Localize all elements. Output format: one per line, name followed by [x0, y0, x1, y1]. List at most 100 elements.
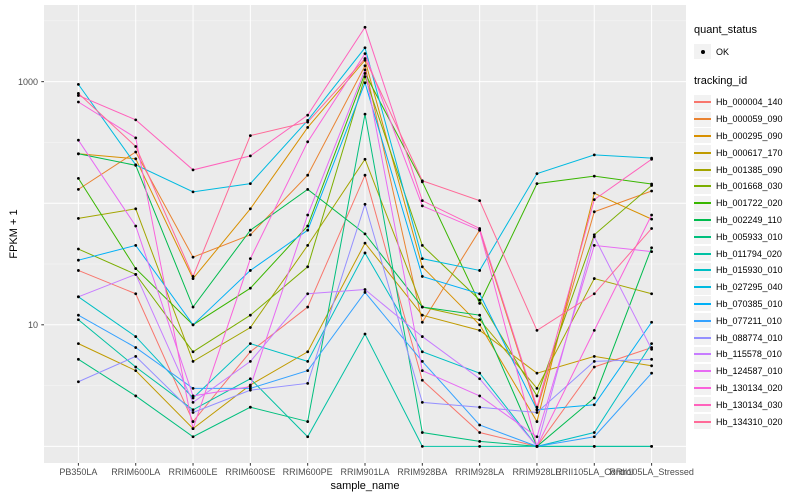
data-point — [306, 173, 310, 177]
legend-item-label: Hb_027295_040 — [716, 282, 783, 293]
legend-tracking-id-items: Hb_000004_140 Hb_000059_090 Hb_000295_090 H… — [694, 94, 798, 430]
x-tick-label: RRIM928LE — [512, 467, 562, 477]
data-point — [191, 411, 195, 414]
legend-item-Hb_011794_020: Hb_011794_020 — [694, 245, 798, 262]
y-axis-title: FPKM + 1 — [8, 209, 20, 259]
data-point — [306, 126, 310, 129]
data-point — [248, 207, 252, 211]
data-point — [363, 332, 367, 336]
data-point — [478, 431, 482, 434]
data-point — [191, 408, 195, 412]
legend-item-Hb_027295_040: Hb_027295_040 — [694, 279, 798, 296]
data-point — [363, 57, 367, 60]
data-point — [650, 246, 654, 250]
data-point — [650, 189, 654, 193]
data-point — [248, 257, 252, 261]
data-point — [248, 326, 252, 329]
data-point — [134, 369, 138, 373]
point-marker-icon — [694, 44, 711, 59]
data-point — [76, 138, 80, 142]
legend-item-label: Hb_130134_030 — [716, 399, 783, 410]
legend-item-Hb_070385_010: Hb_070385_010 — [694, 296, 798, 313]
data-point — [535, 172, 539, 176]
legend-item-Hb_124587_010: Hb_124587_010 — [694, 363, 798, 380]
data-point — [134, 354, 138, 358]
data-point — [306, 305, 310, 309]
data-point — [535, 394, 539, 398]
data-point — [592, 403, 596, 407]
data-point — [306, 420, 310, 423]
y-tick-label: 10 — [27, 319, 38, 330]
data-point — [478, 269, 482, 272]
x-tick-label: RRIM928LA — [455, 467, 505, 477]
legend-item-Hb_130134_020: Hb_130134_020 — [694, 380, 798, 397]
legend-item-label: Hb_005933_010 — [716, 231, 783, 242]
legend-quant-status-title: quant_status — [694, 24, 757, 36]
legend-item-Hb_000617_170: Hb_000617_170 — [694, 144, 798, 161]
data-point — [306, 435, 310, 439]
legend-item-label: Hb_124587_010 — [716, 366, 783, 377]
data-point — [535, 420, 539, 423]
legend-item-label: Hb_115578_010 — [716, 349, 782, 360]
line-swatch-icon — [694, 229, 711, 245]
legend-item-ok: OK — [694, 43, 798, 60]
data-point — [363, 112, 367, 116]
data-point — [420, 350, 424, 354]
data-point — [306, 265, 310, 269]
legend-item-Hb_001722_020: Hb_001722_020 — [694, 195, 798, 212]
data-point — [306, 360, 310, 363]
line-swatch-icon — [694, 128, 711, 144]
data-point — [191, 277, 195, 280]
data-point — [363, 202, 367, 206]
data-point — [363, 173, 367, 177]
data-point — [306, 224, 310, 228]
data-point — [478, 377, 482, 381]
data-point — [191, 190, 195, 194]
data-point — [650, 250, 654, 254]
data-point — [592, 153, 596, 157]
data-point — [191, 401, 195, 404]
data-point — [248, 385, 252, 389]
data-point — [134, 346, 138, 349]
data-point — [76, 94, 80, 97]
data-point — [478, 371, 482, 375]
legend: quant_status OK tracking_id Hb_000004_14… — [694, 24, 798, 430]
legend-item-label: Hb_000004_140 — [716, 97, 783, 108]
line-swatch-icon — [694, 279, 711, 295]
data-point — [478, 423, 482, 427]
data-point — [650, 364, 654, 368]
x-tick-label: PB350LA — [59, 467, 98, 477]
data-point — [76, 318, 80, 322]
data-point — [306, 381, 310, 385]
data-point — [76, 217, 80, 220]
data-point — [248, 182, 252, 186]
legend-item-label: Hb_130134_020 — [716, 382, 783, 393]
data-point — [248, 388, 252, 392]
x-tick-label: RRIM600LA — [111, 467, 161, 477]
data-point — [420, 401, 424, 404]
data-point — [478, 292, 482, 296]
line-swatch-icon — [694, 145, 711, 161]
data-point — [191, 396, 195, 400]
data-point — [76, 380, 80, 384]
data-point — [535, 408, 539, 412]
data-point — [191, 435, 195, 439]
data-point — [76, 313, 80, 317]
x-tick-label: RRIM928BA — [397, 467, 448, 477]
data-point — [134, 243, 138, 247]
data-point — [535, 371, 539, 375]
data-point — [592, 360, 596, 363]
data-point — [76, 82, 80, 86]
data-point — [76, 342, 80, 346]
legend-item-Hb_088774_010: Hb_088774_010 — [694, 329, 798, 346]
data-point — [420, 275, 424, 278]
data-point — [363, 52, 367, 56]
legend-item-Hb_002249_110: Hb_002249_110 — [694, 212, 798, 229]
data-point — [134, 157, 138, 161]
data-point — [306, 140, 310, 144]
legend-item-ok-label: OK — [716, 46, 730, 57]
line-swatch-icon — [694, 397, 711, 413]
data-point — [306, 292, 310, 296]
legend-item-Hb_015930_010: Hb_015930_010 — [694, 262, 798, 279]
data-point — [592, 277, 596, 280]
